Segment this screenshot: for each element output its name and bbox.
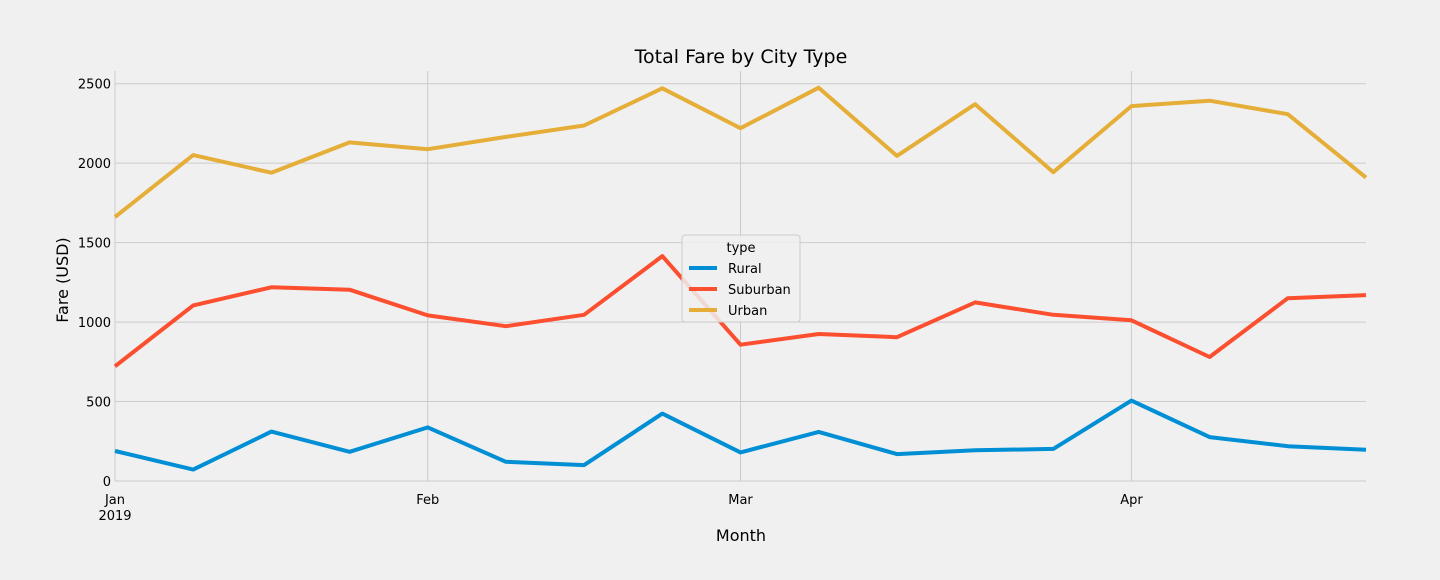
legend-box [681,234,801,323]
legend: type Rural Suburban Urban [681,234,801,323]
y-tick-label: 1000 [78,316,111,331]
y-tick-label: 2000 [78,157,111,172]
x-tick-label: Feb [416,493,439,508]
legend-entries: Rural Suburban Urban [689,262,791,319]
x-tick-sublabel: 2019 [98,509,131,524]
chart-title: Total Fare by City Type [634,46,848,68]
x-axis-label: Month [716,526,766,545]
y-axis-ticks: 0 500 1000 1500 2000 2500 [78,78,111,490]
y-tick-label: 0 [103,475,111,490]
legend-label-rural: Rural [728,262,762,277]
series-line-suburban [113,254,1367,368]
x-tick-label: Mar [728,493,753,508]
legend-label-suburban: Suburban [728,283,791,298]
x-tick-label: Apr [1120,493,1143,508]
legend-title: type [726,241,755,256]
legend-label-urban: Urban [728,304,767,319]
y-tick-label: 1500 [78,237,111,252]
x-tick-label: Jan [104,493,125,508]
series-line-rural [114,398,1367,472]
series-lines [113,85,1368,472]
y-tick-label: 500 [86,396,111,411]
series-line-urban [113,85,1368,219]
y-tick-label: 2500 [78,78,111,93]
y-axis-label: Fare (USD) [53,237,72,322]
